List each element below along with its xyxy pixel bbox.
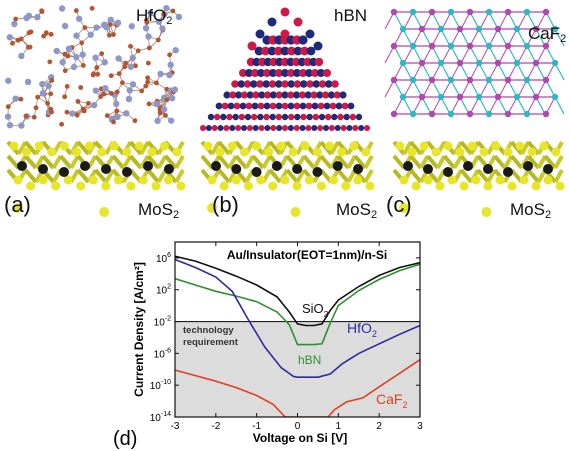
y-axis-label: Current Density [A/cm²] (132, 262, 146, 397)
hbn-structure-image (200, 7, 375, 217)
hfo2-atoms (4, 4, 183, 129)
technology-requirement-region (175, 321, 420, 417)
mos2-layer (392, 140, 565, 217)
y-tick-label: 10-6 (154, 347, 171, 360)
series-line-hbn (175, 263, 420, 346)
panel-c-label: (c) (386, 192, 412, 217)
panel-c-insulator-label: CaF2 (528, 24, 567, 45)
panel-b-label: (b) (212, 192, 239, 217)
panel-c-substrate-label: MoS2 (510, 200, 552, 221)
panel-a-insulator-label: HfO2 (136, 6, 173, 27)
x-tick-label: -1 (252, 421, 261, 432)
series-label-hbn: hBN (298, 353, 321, 367)
x-tick-label: 1 (336, 421, 342, 432)
series-line-caf2 (175, 359, 420, 417)
x-tick-label: 0 (295, 421, 301, 432)
panel-a: HfO2 (a) MoS2 (0, 0, 190, 225)
y-tick-label: 102 (156, 284, 171, 297)
panel-b-substrate-label: MoS2 (336, 200, 378, 221)
y-tick-label: 10-14 (150, 411, 171, 424)
panel-b-insulator-label: hBN (334, 6, 368, 25)
chart-title: Au/Insulator(EOT=1nm)/n-Si (227, 248, 387, 262)
x-tick-label: -3 (171, 421, 180, 432)
panel-a-substrate-label: MoS2 (138, 200, 180, 221)
x-tick-label: 2 (376, 421, 382, 432)
hfo2-structure-image (4, 4, 186, 217)
panel-d-label: (d) (113, 428, 137, 450)
series-label-hfo2: HfO2 (347, 320, 377, 339)
y-tick-label: 10-2 (154, 316, 171, 329)
x-tick-label: -2 (211, 421, 220, 432)
caf2-structure-image (384, 8, 565, 217)
series-line-sio2 (175, 255, 420, 327)
current-density-chart: -3 -2 -1 0 1 2 3 106 102 10-2 10-6 10-10 10-14 Au/Ins… (113, 241, 423, 450)
x-tick-label: 3 (417, 421, 423, 432)
mos2-layer (6, 140, 186, 217)
mos2-layer (200, 140, 375, 217)
series-label-sio2: SiO2 (302, 301, 329, 319)
series-label-caf2: CaF2 (376, 391, 408, 410)
y-tick-label: 10-10 (150, 379, 171, 392)
series-line-hfo2 (175, 258, 420, 378)
panel-a-label: (a) (4, 192, 31, 217)
y-tick-label: 106 (156, 252, 171, 265)
requirement-label-line1: technology (183, 325, 234, 336)
hbn-atoms (200, 7, 370, 131)
panel-c: CaF2 (c) MoS2 (380, 0, 570, 225)
caf2-atoms (384, 8, 565, 118)
panel-b: hBN (b) MoS2 (190, 0, 380, 225)
x-axis-label: Voltage on Si [V] (253, 431, 347, 445)
requirement-label-line2: requirement (183, 337, 239, 348)
